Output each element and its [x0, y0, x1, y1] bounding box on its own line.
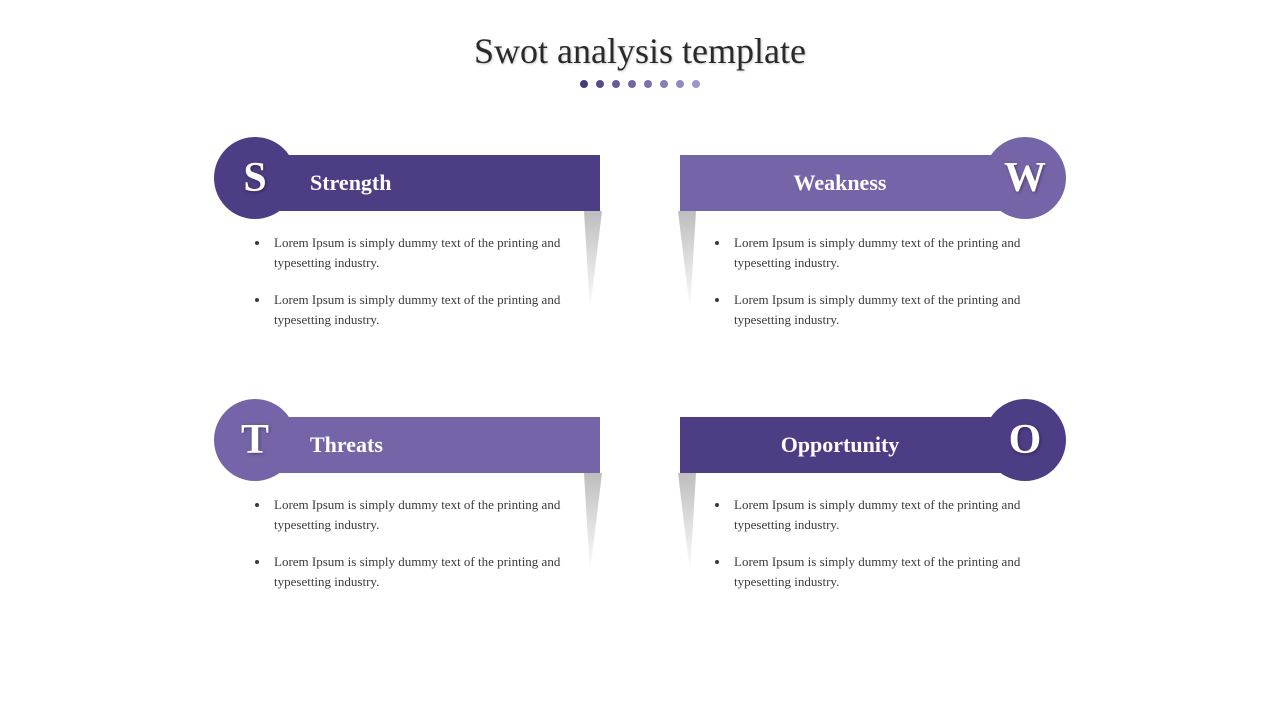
dot — [596, 80, 604, 88]
dot — [628, 80, 636, 88]
swot-card-opportunity: Opportunity O Lorem Ipsum is simply dummy … — [680, 417, 1060, 609]
shadow-wedge — [678, 473, 696, 573]
card-bullets: Lorem Ipsum is simply dummy text of the … — [680, 473, 1060, 591]
swot-card-strength: StrengthSLorem Ipsum is simply dummy tex… — [220, 155, 600, 347]
card-label: Opportunity — [781, 432, 900, 458]
shadow-wedge — [678, 211, 696, 311]
card-bullets: Lorem Ipsum is simply dummy text of the … — [680, 211, 1060, 329]
dot — [692, 80, 700, 88]
card-bullets: Lorem Ipsum is simply dummy text of the … — [220, 211, 600, 329]
card-label: Strength — [310, 170, 392, 196]
card-letter: T — [241, 416, 269, 464]
page-title: Swot analysis template — [0, 0, 1280, 72]
shadow-wedge — [584, 473, 602, 573]
bullet-item: Lorem Ipsum is simply dummy text of the … — [270, 495, 570, 534]
bullet-item: Lorem Ipsum is simply dummy text of the … — [730, 290, 1030, 329]
swot-card-weakness: Weakness W Lorem Ipsum is simply dummy tex… — [680, 155, 1060, 347]
bullet-item: Lorem Ipsum is simply dummy text of the … — [730, 233, 1030, 272]
bullet-item: Lorem Ipsum is simply dummy text of the … — [270, 233, 570, 272]
bullet-item: Lorem Ipsum is simply dummy text of the … — [730, 495, 1030, 534]
bullet-item: Lorem Ipsum is simply dummy text of the … — [730, 552, 1030, 591]
swot-card-threats: ThreatsTLorem Ipsum is simply dummy text… — [220, 417, 600, 609]
shadow-wedge — [584, 211, 602, 311]
card-letter: S — [243, 154, 266, 202]
dot — [644, 80, 652, 88]
card-label: Threats — [310, 432, 383, 458]
card-letter-circle: W — [984, 137, 1066, 219]
card-bullets: Lorem Ipsum is simply dummy text of the … — [220, 473, 600, 591]
card-letter: O — [1009, 416, 1042, 464]
card-label: Weakness — [794, 170, 887, 196]
card-letter-circle: T — [214, 399, 296, 481]
card-letter-circle: O — [984, 399, 1066, 481]
bullet-item: Lorem Ipsum is simply dummy text of the … — [270, 552, 570, 591]
dot — [676, 80, 684, 88]
bullet-item: Lorem Ipsum is simply dummy text of the … — [270, 290, 570, 329]
dot — [580, 80, 588, 88]
dot — [660, 80, 668, 88]
dot — [612, 80, 620, 88]
card-letter-circle: S — [214, 137, 296, 219]
card-letter: W — [1004, 154, 1046, 202]
swot-grid: StrengthSLorem Ipsum is simply dummy tex… — [220, 155, 1060, 609]
decorative-dots — [0, 80, 1280, 88]
